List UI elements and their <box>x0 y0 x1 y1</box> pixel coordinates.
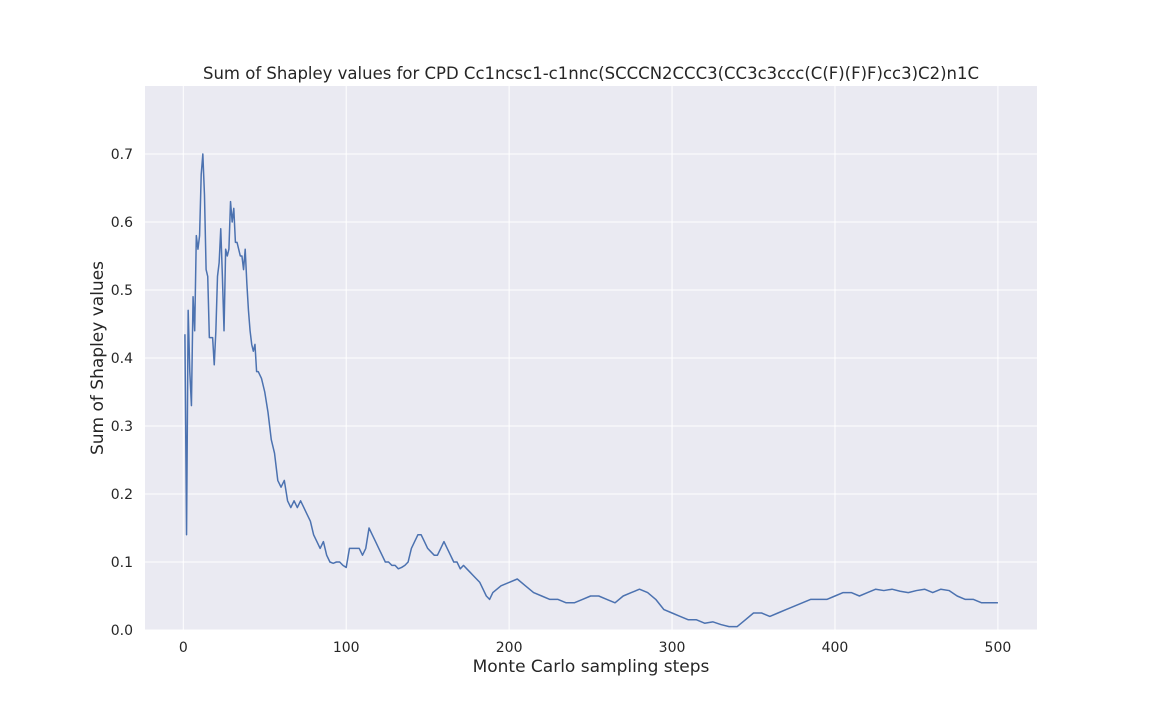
series-line <box>184 153 998 628</box>
x-tick-label: 500 <box>985 640 1012 656</box>
x-tick-label: 0 <box>179 640 188 656</box>
grid-lines <box>145 86 1037 631</box>
x-axis-label: Monte Carlo sampling steps <box>473 657 710 677</box>
tick-labels: 0 100 200 300 400 500 0.0 0.1 0.2 0.3 0.4 0.5 0.6 0.7 <box>111 147 1012 656</box>
y-tick-label: 0.3 <box>111 419 133 435</box>
y-tick-label: 0.4 <box>111 351 133 367</box>
chart-title: Sum of Shapley values for CPD Cc1ncsc1-c… <box>203 64 979 83</box>
y-tick-label: 0.2 <box>111 487 133 503</box>
x-tick-label: 200 <box>496 640 523 656</box>
y-tick-label: 0.0 <box>111 623 133 639</box>
x-tick-label: 100 <box>333 640 360 656</box>
y-axis-label: Sum of Shapley values <box>88 261 108 455</box>
y-tick-label: 0.5 <box>111 283 133 299</box>
y-tick-label: 0.7 <box>111 147 133 163</box>
y-tick-label: 0.6 <box>111 215 133 231</box>
x-tick-label: 400 <box>822 640 849 656</box>
y-tick-label: 0.1 <box>111 555 133 571</box>
x-tick-label: 300 <box>659 640 686 656</box>
